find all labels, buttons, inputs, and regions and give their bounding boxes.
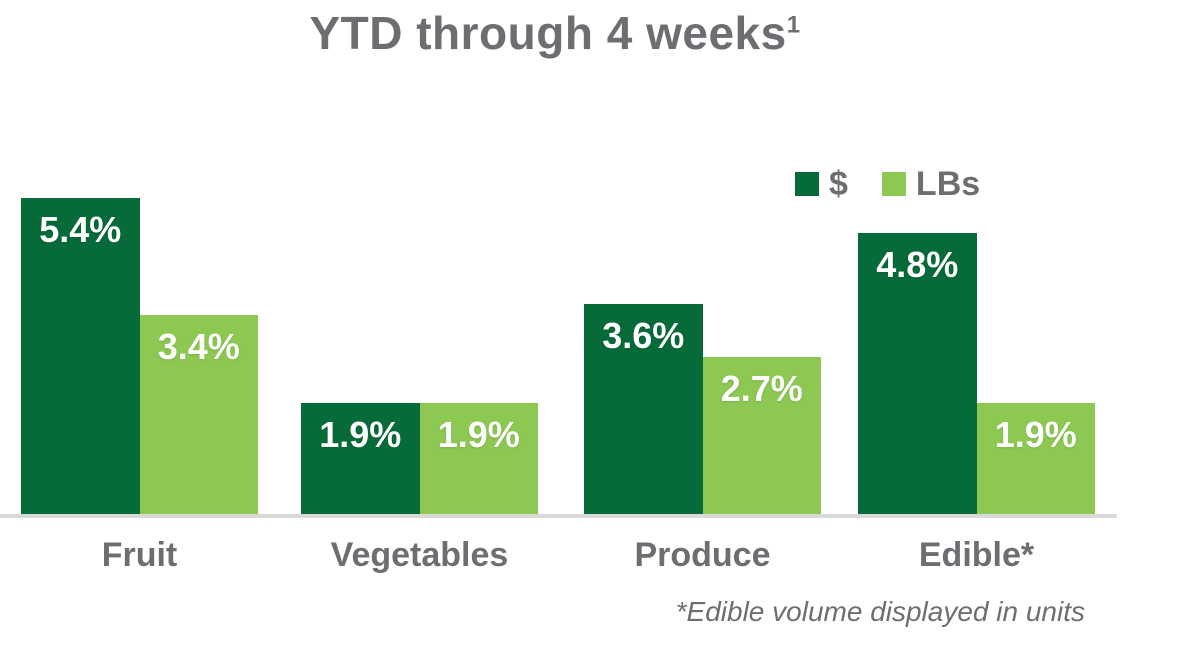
bar-item-produce: 3.6% bbox=[584, 304, 703, 515]
category-label-vegetables: Vegetables bbox=[330, 536, 509, 574]
value-label-item-edible: 4.8% bbox=[876, 244, 959, 285]
category-label-fruit: Fruit bbox=[101, 536, 178, 574]
value-label-item-vegetables: 1.9% bbox=[319, 414, 402, 455]
value-label-lbs-fruit: 3.4% bbox=[157, 326, 240, 367]
chart-title: YTD through 4 weeks1 bbox=[0, 6, 1110, 60]
legend-item-dollars: $ bbox=[795, 167, 848, 201]
chart-title-superscript: 1 bbox=[786, 11, 801, 39]
category-label-edible: Edible* bbox=[918, 536, 1035, 574]
legend-item-lbs: LBs bbox=[881, 165, 981, 203]
legend-swatch-dollars bbox=[795, 172, 819, 196]
legend: $ LBs bbox=[795, 167, 980, 201]
bar-lbs-produce: 2.7% bbox=[702, 357, 821, 515]
value-label-item-produce: 3.6% bbox=[602, 315, 685, 356]
value-label-lbs-edible: 1.9% bbox=[994, 414, 1077, 455]
x-axis-line bbox=[0, 514, 1117, 518]
legend-label-lbs: LBs bbox=[915, 165, 981, 203]
bar-lbs-vegetables: 1.9% bbox=[419, 403, 538, 515]
bar-item-vegetables: 1.9% bbox=[301, 403, 420, 515]
legend-label-dollars: $ bbox=[829, 165, 848, 203]
plot-area: 5.4% 3.4% 1.9% 1.9% 3.6% 2.7% 4.8% 1.9% bbox=[21, 198, 1095, 515]
footnote: *Edible volume displayed in units bbox=[675, 596, 1085, 627]
legend-swatch-lbs bbox=[881, 172, 906, 196]
bar-item-edible: 4.8% bbox=[858, 233, 977, 515]
chart-title-text: YTD through 4 weeks bbox=[309, 7, 787, 59]
value-label-item-fruit: 5.4% bbox=[39, 209, 122, 250]
category-label-produce: Produce bbox=[634, 536, 771, 574]
bar-item-fruit: 5.4% bbox=[21, 198, 140, 515]
bar-lbs-edible: 1.9% bbox=[976, 403, 1095, 515]
bar-lbs-fruit: 3.4% bbox=[139, 315, 258, 515]
value-label-lbs-produce: 2.7% bbox=[720, 368, 803, 409]
value-label-lbs-vegetables: 1.9% bbox=[437, 414, 520, 455]
